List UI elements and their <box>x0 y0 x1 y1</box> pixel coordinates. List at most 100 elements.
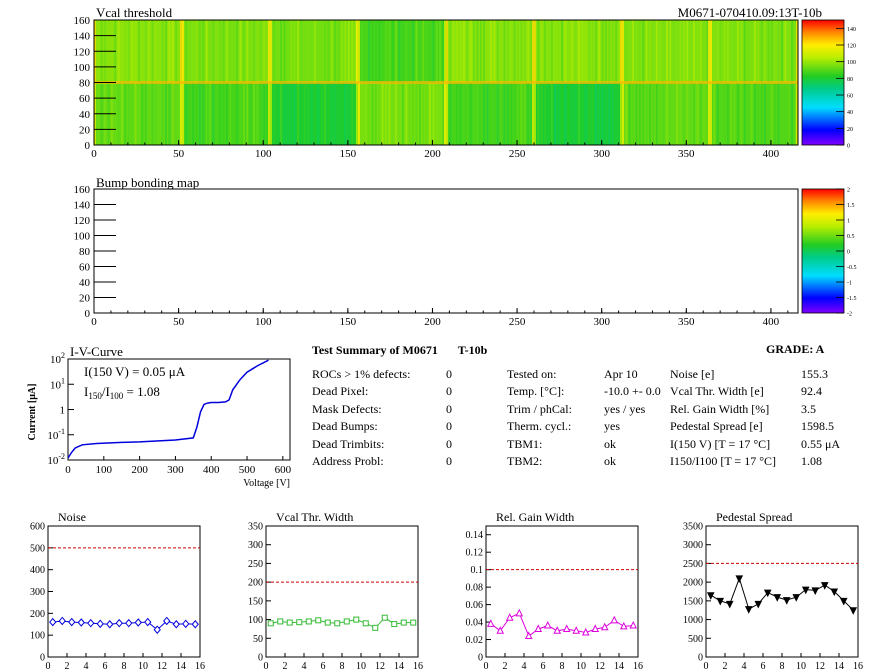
y-tick-label: 140 <box>74 200 91 212</box>
roc-plot-vcal-thr-width: Vcal Thr. Width 0 2 4 6 8 10 12 14 16 0 50 100 150 200… <box>248 510 423 672</box>
summary-row: Mask Defects: 0 <box>312 401 452 416</box>
y-tick-label: 500 <box>688 634 703 645</box>
summary-row: Noise [e] 155.3 <box>670 367 828 381</box>
data-point <box>410 619 417 626</box>
iv-axes: 0 100 200 300 400 500 600 102 101 1 10-1 10-2 <box>47 351 291 476</box>
data-point <box>591 624 600 633</box>
iv-y-tick-label: 10-2 <box>47 452 65 467</box>
x-tick-label: 250 <box>509 148 526 160</box>
x-tick-label: 2 <box>723 661 728 672</box>
y-tick-label: 3000 <box>683 540 703 551</box>
x-tick-label: 100 <box>255 148 272 160</box>
palette-tick-label: -1.5 <box>847 296 857 302</box>
x-tick-label: 150 <box>340 148 357 160</box>
roc-plot-pedestal-spread: Pedestal Spread 0 2 4 6 8 10 12 14 16 0 500 1000 1500… <box>683 510 863 672</box>
roc-block <box>534 20 622 83</box>
y-tick-label: 0 <box>698 653 703 664</box>
roc-block <box>622 82 710 145</box>
roc-plot-frame <box>47 525 201 658</box>
summary-row: ROCs > 1% defects: 0 <box>312 367 452 381</box>
x-tick-label: 400 <box>763 316 780 328</box>
data-point <box>744 606 753 614</box>
x-tick-label: 350 <box>678 148 695 160</box>
bump-map-frame <box>93 188 799 314</box>
data-point <box>49 617 57 627</box>
data-point <box>400 619 407 626</box>
x-tick-label: 10 <box>356 661 366 672</box>
roc-block <box>358 20 446 83</box>
data-point <box>534 624 543 633</box>
y-tick-label: 80 <box>79 246 91 258</box>
data-point <box>792 594 801 602</box>
x-tick-label: 4 <box>742 661 747 672</box>
palette-tick-label: 40 <box>847 110 853 116</box>
iv-y-tick-label: 10-1 <box>47 427 65 442</box>
y-tick-label: 400 <box>30 565 45 576</box>
data-point <box>144 617 152 627</box>
data-point <box>716 597 725 606</box>
x-tick-label: 4 <box>84 661 89 672</box>
y-tick-label: 0 <box>85 308 91 320</box>
x-tick-label: 12 <box>815 661 825 672</box>
roc-block <box>710 20 798 83</box>
roc-block <box>710 82 798 145</box>
x-tick-label: 8 <box>122 661 127 672</box>
data-point <box>372 624 379 631</box>
iv-x-tick-label: 300 <box>167 464 184 476</box>
summary-header: Test Summary of M0671 T-10b <box>312 342 487 359</box>
x-tick-label: 10 <box>576 661 586 672</box>
x-tick-label: 8 <box>780 661 785 672</box>
y-tick-label: 100 <box>248 615 263 626</box>
data-point <box>763 589 772 598</box>
data-point <box>163 616 171 626</box>
y-tick-label: 60 <box>79 262 91 274</box>
palette-tick-label: 1.5 <box>847 203 855 209</box>
series-line <box>490 612 634 637</box>
palette-tick-label: -1 <box>847 281 852 287</box>
y-tick-label: 2500 <box>683 559 703 570</box>
data-point <box>315 617 322 624</box>
data-point <box>553 626 562 634</box>
summary-row: Temp. [°C]: -10.0 +- 0.0 <box>507 384 661 399</box>
roc-plot-rel-gain-width: Rel. Gain Width 0 2 4 6 8 10 12 14 16 0 0.02 0.04 0.0… <box>466 510 644 672</box>
x-tick-label: 10 <box>138 661 148 672</box>
x-tick-label: 50 <box>173 148 185 160</box>
roc-plot-title: Noise <box>58 510 86 524</box>
y-tick-label: 0.06 <box>466 600 484 611</box>
x-tick-label: 16 <box>413 661 423 672</box>
y-tick-label: 0.1 <box>471 565 484 576</box>
iv-y-tick-label: 1 <box>60 405 66 417</box>
y-tick-label: 300 <box>30 587 45 598</box>
x-tick-label: 0 <box>484 661 489 672</box>
data-point <box>820 582 829 590</box>
roc-plot-frame <box>485 525 639 658</box>
roc-block <box>270 20 358 83</box>
y-tick-label: 40 <box>79 109 91 121</box>
y-tick-label: 300 <box>248 540 263 551</box>
x-tick-label: 2 <box>283 661 288 672</box>
data-point <box>725 600 734 609</box>
data-point <box>77 618 85 627</box>
data-point <box>134 618 142 627</box>
bump-bonding-map: Bump bonding map 0 50 100 150 200 250 300 350 40… <box>74 175 857 328</box>
x-tick-label: 8 <box>340 661 345 672</box>
data-point <box>754 600 763 609</box>
y-tick-label: 60 <box>79 93 91 105</box>
iv-x-tick-label: 500 <box>239 464 256 476</box>
y-tick-label: 0 <box>478 653 483 664</box>
y-tick-label: 0.08 <box>466 583 484 594</box>
data-point <box>505 613 514 621</box>
series-line <box>710 576 854 611</box>
data-point <box>782 597 791 605</box>
x-tick-label: 200 <box>424 316 441 328</box>
summary-row: TBM2: ok <box>507 453 616 468</box>
summary-subtitle: T-10b <box>457 343 488 357</box>
roc-plot-frame <box>265 525 419 658</box>
x-tick-label: 14 <box>394 661 404 672</box>
iv-y-axis-label: Current [μA] <box>27 384 38 441</box>
data-point <box>334 620 341 627</box>
vcal-center-row <box>94 81 798 84</box>
data-point <box>391 621 398 628</box>
module-id-label: M0671-070410.09:13T-10b <box>678 5 822 20</box>
